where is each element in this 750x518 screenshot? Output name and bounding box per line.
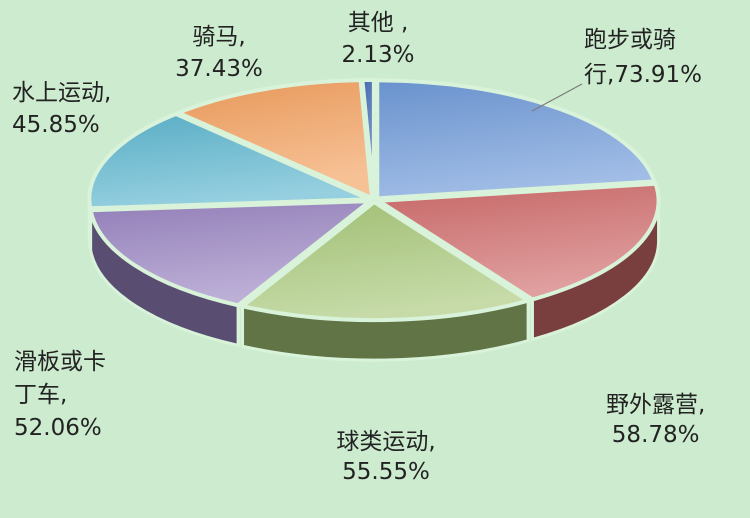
label-ball-sports: 球类运动, 55.55% [322,427,450,487]
slice-3 [88,199,372,308]
label-skateboard-kart-value: 52.06% [14,415,102,441]
label-skateboard-kart: 滑板或卡丁车, 52.06% [14,346,126,445]
slice-2 [240,200,531,323]
slice-1 [376,181,661,302]
slice-0 [375,78,657,201]
leader-line [531,83,583,112]
label-water-sports-value: 45.85% [12,112,100,138]
label-other-name: 其他 , [347,10,409,36]
label-camping: 野外露营, 58.78% [606,390,705,450]
label-camping-value: 58.78% [611,422,700,448]
label-ball-sports-name: 球类运动, [336,429,436,455]
label-running-cycling: 跑步或骑行,73.91% [584,23,729,93]
pie-tops [87,77,661,323]
label-other-value: 2.13% [341,42,415,68]
label-ball-sports-value: 55.55% [342,459,430,485]
label-water-sports: 水上运动, 45.85% [12,77,111,141]
label-camping-name: 野外露营, [606,392,706,418]
label-horse-riding-value: 37.43% [175,56,263,82]
label-other: 其他 , 2.13% [334,7,422,71]
slice-5 [176,78,375,201]
slice-6 [360,77,376,200]
label-running-cycling-name: 跑步或骑行, [584,27,676,88]
label-horse-riding: 骑马, 37.43% [174,21,264,85]
slice-4 [87,111,372,211]
label-skateboard-kart-name: 滑板或卡丁车, [14,349,106,408]
label-water-sports-name: 水上运动, [12,80,112,106]
label-running-cycling-value: 73.91% [614,62,703,88]
label-horse-riding-name: 骑马, [192,24,246,50]
